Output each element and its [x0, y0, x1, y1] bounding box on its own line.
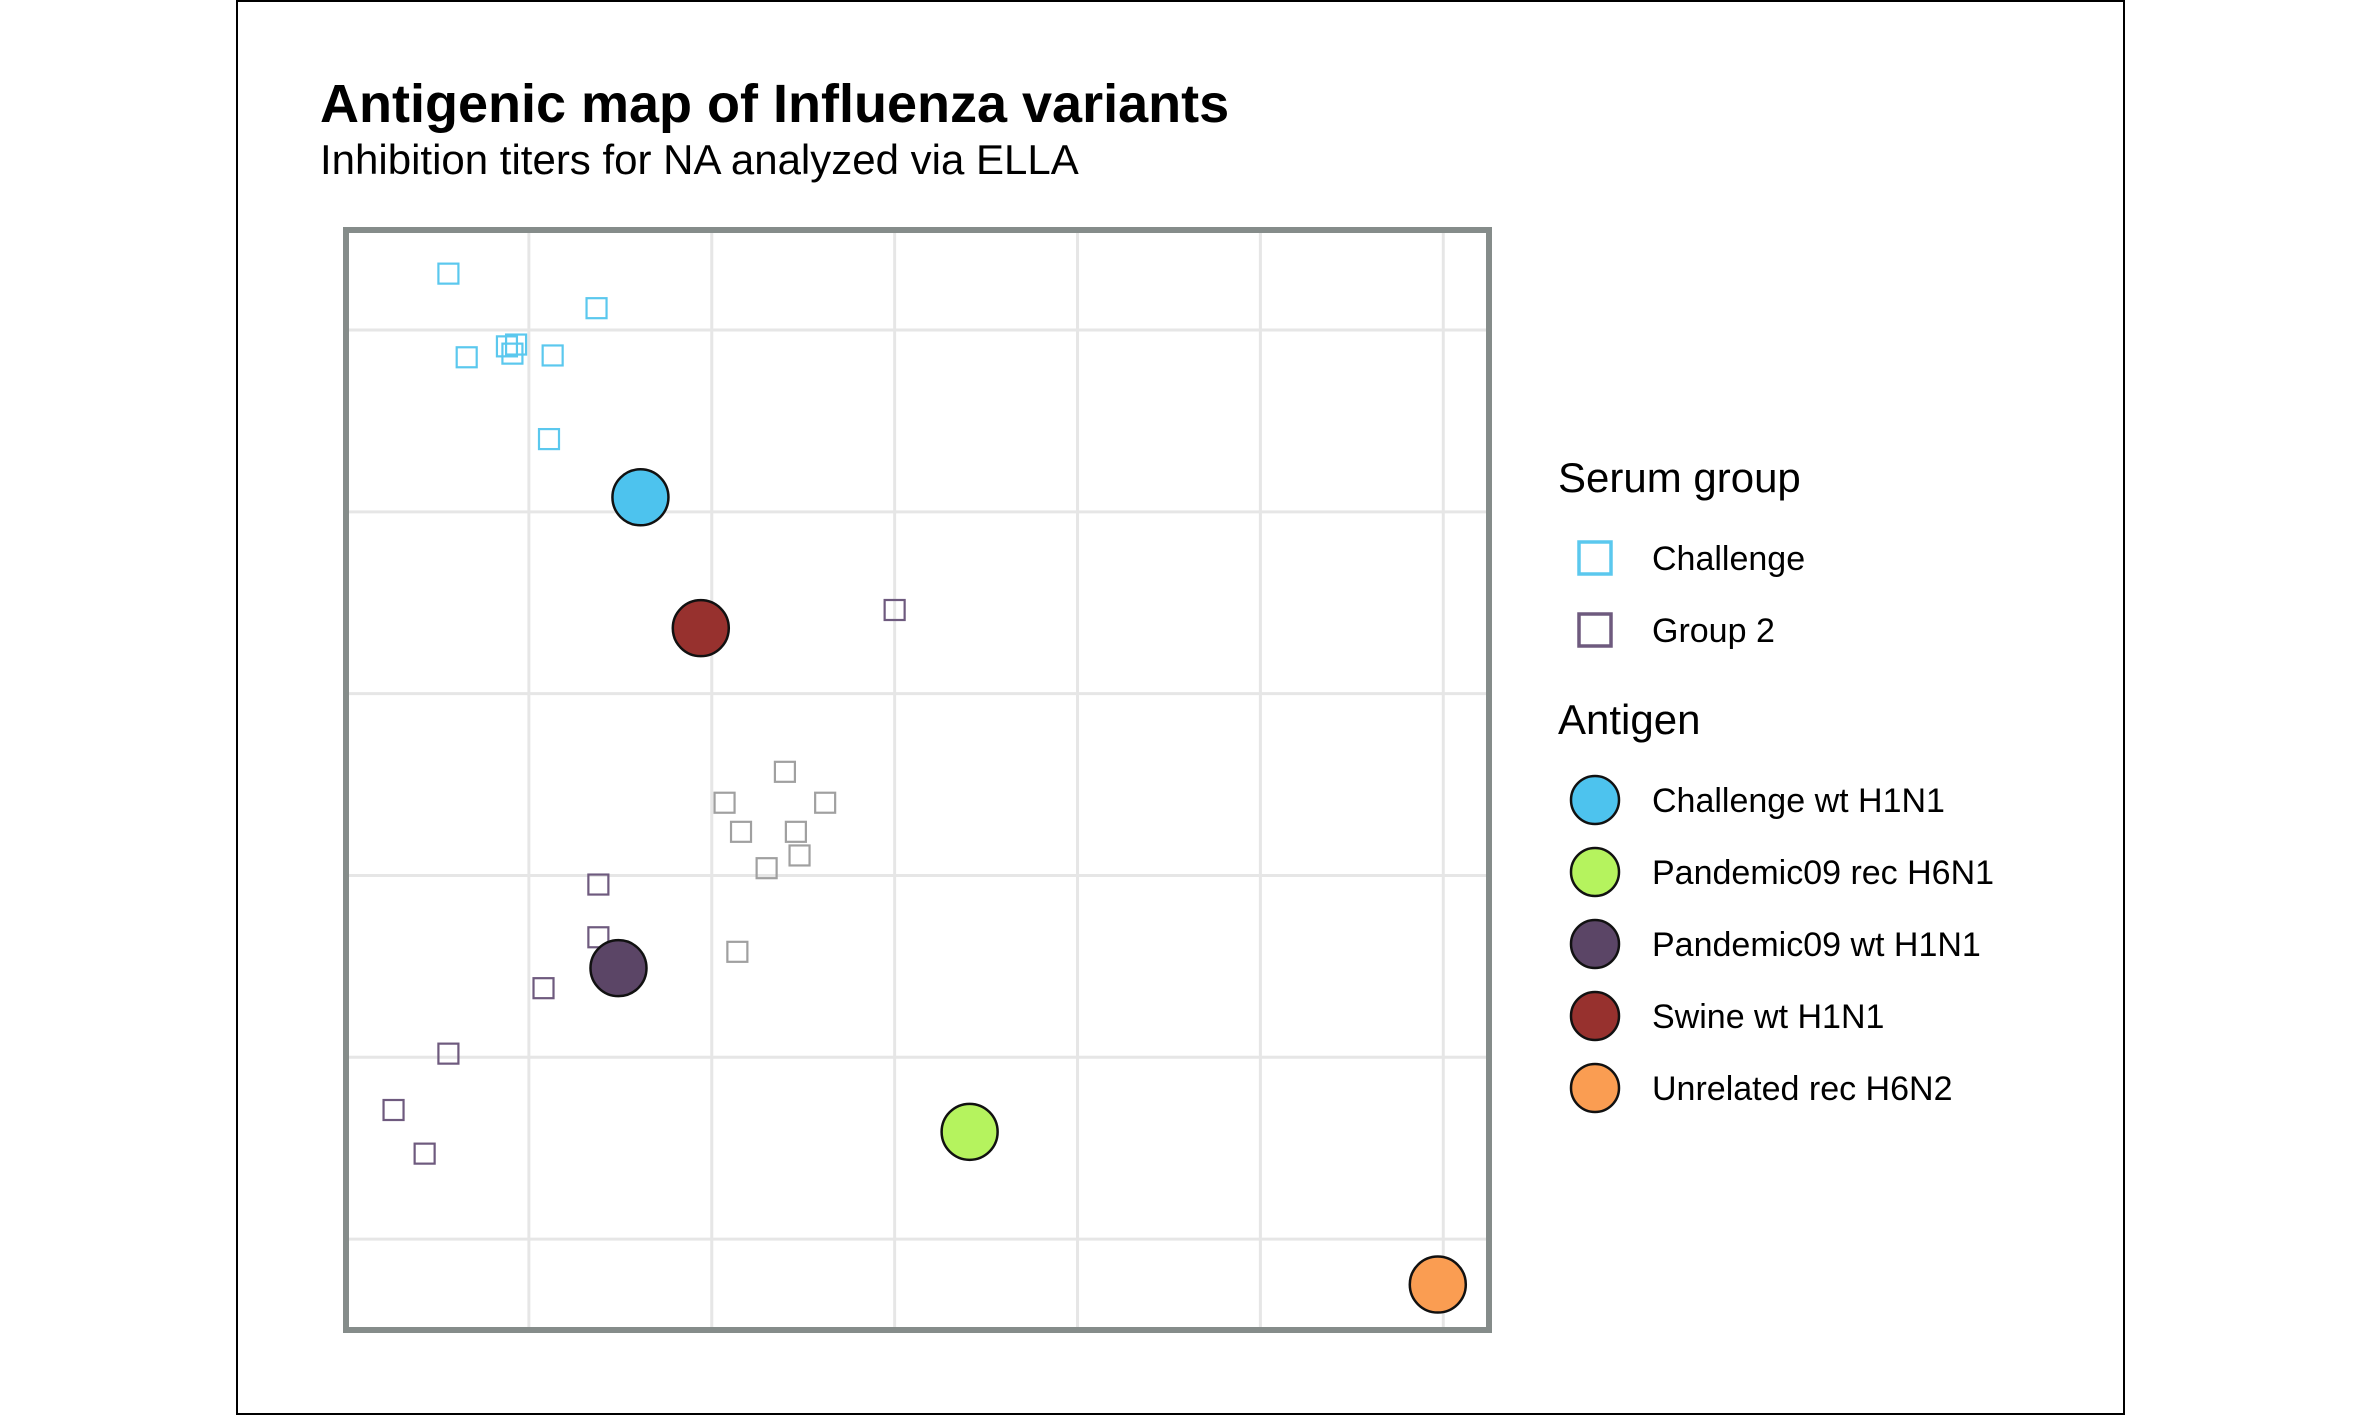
legend-label: Challenge wt H1N1 [1652, 782, 1945, 820]
serum-point-unassigned [729, 820, 753, 843]
legend-title: Antigen [1558, 696, 1700, 743]
legend-key-square [1577, 540, 1613, 576]
serum-point-unassigned [713, 791, 736, 814]
plot-background [346, 230, 1489, 1330]
serum-point-group-2 [532, 977, 555, 1000]
legend-key-square [1577, 612, 1613, 648]
serum-point-challenge [541, 344, 564, 367]
legend-key-circle [1569, 846, 1621, 898]
legend-key-circle [1569, 1062, 1621, 1114]
serum-point-group-2 [883, 598, 906, 622]
serum-point-unassigned [755, 857, 778, 880]
legend-label: Challenge [1652, 540, 1805, 578]
legend-key-circle [1569, 918, 1621, 970]
legend-title: Serum group [1558, 454, 1801, 501]
legend-label: Swine wt H1N1 [1652, 998, 1884, 1036]
antigen-point-unrelated-rec-h6n2 [1408, 1255, 1468, 1314]
chart-svg: Antigenic map of Influenza variants Inhi… [320, 74, 1994, 1333]
legend-label: Pandemic09 rec H6N1 [1652, 854, 1994, 892]
chart-frame: Antigenic map of Influenza variants Inhi… [236, 0, 2125, 1415]
legend-key-circle [1569, 774, 1621, 826]
antigen-point-challenge-wt-h1n1 [611, 468, 670, 527]
serum-point-challenge [585, 297, 608, 320]
serum-point-unassigned [773, 760, 797, 783]
legend-label: Pandemic09 wt H1N1 [1652, 926, 1981, 964]
chart-title: Antigenic map of Influenza variants [320, 74, 1229, 134]
antigen-point-pandemic09-rec-h6n1 [940, 1102, 999, 1162]
chart-subtitle: Inhibition titers for NA analyzed via EL… [320, 136, 1079, 183]
serum-point-unassigned [784, 820, 807, 843]
serum-point-challenge [501, 342, 524, 365]
legend: Serum group Challenge Group 2 Antigen Challe… [1558, 454, 1994, 1114]
serum-point-challenge [437, 262, 460, 285]
serum-point-challenge [455, 346, 478, 369]
legend-label: Unrelated rec H6N2 [1652, 1070, 1952, 1108]
plot-border [343, 227, 1492, 1333]
serum-point-challenge [537, 427, 561, 451]
serum-point-group-2 [437, 1042, 460, 1065]
legend-key-circle [1569, 990, 1621, 1042]
serum-point-unassigned [788, 844, 811, 867]
serum-point-group-2 [587, 873, 610, 896]
serum-point-group-2 [382, 1098, 405, 1122]
antigen-point-pandemic09-wt-h1n1 [589, 938, 648, 998]
serum-point-group-2 [413, 1142, 436, 1165]
legend-label: Group 2 [1652, 612, 1775, 650]
serum-point-unassigned [726, 940, 749, 963]
serum-point-unassigned [814, 791, 837, 814]
plot-area [343, 227, 1492, 1333]
antigen-point-swine-wt-h1n1 [671, 598, 731, 658]
